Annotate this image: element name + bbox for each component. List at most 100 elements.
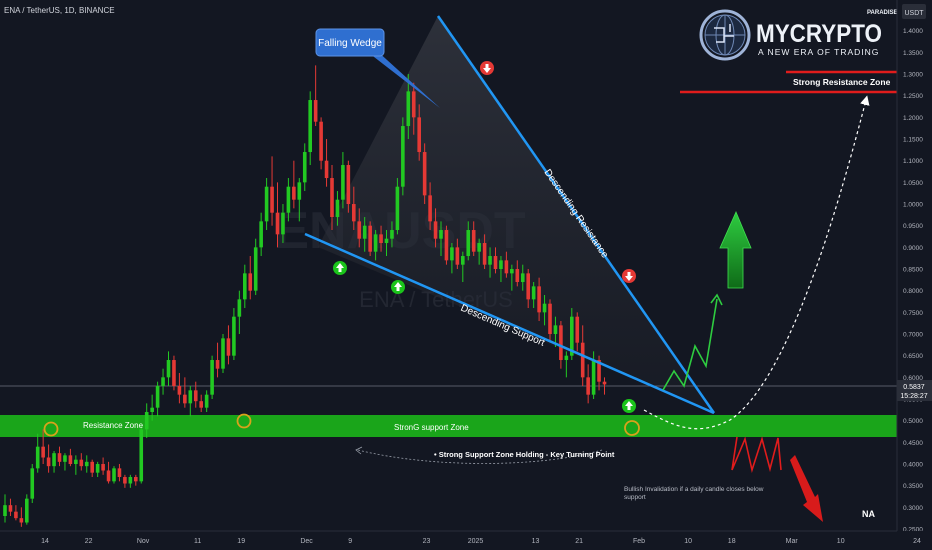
- candle: [422, 143, 427, 205]
- candle-body: [586, 377, 590, 395]
- candle: [270, 156, 274, 226]
- candle: [461, 251, 465, 283]
- candle: [3, 494, 7, 523]
- candle-body: [128, 477, 133, 484]
- candle: [520, 264, 525, 291]
- candle-body: [161, 377, 165, 387]
- time-tick-label: 10: [837, 538, 845, 545]
- price-tick-label: 1.2000: [903, 115, 923, 122]
- candle: [510, 264, 514, 291]
- candle-body: [155, 386, 160, 408]
- currency-badge[interactable]: [902, 4, 926, 19]
- price-tick-label: 0.6000: [903, 375, 923, 382]
- bearish-target-arrow-icon: [790, 455, 823, 522]
- time-tick-label: 18: [728, 538, 736, 545]
- candle-body: [330, 178, 334, 218]
- price-tick-label: 0.9000: [903, 245, 923, 252]
- candle: [477, 238, 481, 265]
- candle-body: [253, 247, 258, 291]
- candle-body: [319, 121, 323, 161]
- candle: [433, 208, 438, 248]
- zone-touch-marker: [43, 421, 59, 437]
- price-tick-label: 0.9500: [903, 223, 923, 230]
- candle-body: [422, 152, 427, 196]
- price-tick-label: 0.2500: [903, 527, 923, 534]
- candle: [221, 334, 225, 374]
- candle-body: [466, 230, 471, 257]
- candle: [193, 381, 198, 408]
- candle: [439, 221, 443, 257]
- candle: [362, 217, 367, 252]
- na-label: NA: [862, 509, 875, 519]
- symbol-header[interactable]: ENA / TetherUS, 1D, BINANCE: [4, 6, 115, 15]
- candle-body: [237, 299, 242, 317]
- candle-body: [3, 505, 7, 517]
- candle-body: [362, 225, 367, 239]
- candle-body: [297, 182, 302, 200]
- candle: [526, 269, 530, 309]
- candle-body: [346, 165, 351, 205]
- price-tick-label: 0.8500: [903, 267, 923, 274]
- candle-body: [183, 394, 187, 404]
- price-axis[interactable]: [897, 0, 932, 550]
- candle-body: [30, 468, 35, 499]
- price-tick-label: 1.4000: [903, 28, 923, 35]
- candle-body: [210, 360, 214, 395]
- candle-body: [41, 446, 45, 458]
- candle: [14, 505, 18, 521]
- candle-body: [390, 230, 394, 239]
- candle: [417, 104, 421, 161]
- price-tick-label: 0.8000: [903, 288, 923, 295]
- price-tick-label: 0.6500: [903, 353, 923, 360]
- price-tick-label: 1.0500: [903, 180, 923, 187]
- candle-body: [526, 273, 530, 300]
- candle: [101, 457, 105, 475]
- time-ticks: 14 22 Nov 11 19 Dec 9 23 2025 13 21 Feb 10 18 Mar 10 24: [41, 538, 921, 545]
- candle: [313, 65, 318, 127]
- candle-body: [68, 455, 73, 465]
- time-tick-label: Feb: [633, 538, 645, 545]
- candle: [253, 238, 258, 296]
- time-tick-label: 19: [237, 538, 245, 545]
- candle: [324, 139, 329, 187]
- candle-body: [570, 316, 574, 356]
- candle-body: [379, 234, 383, 244]
- candle-body: [52, 453, 56, 467]
- candle-body: [471, 230, 476, 252]
- candle: [411, 82, 416, 135]
- candle: [531, 282, 536, 309]
- time-axis[interactable]: [0, 531, 932, 550]
- candle-body: [188, 390, 193, 404]
- candle-body: [553, 325, 558, 335]
- candle: [368, 221, 372, 257]
- candle-body: [90, 461, 94, 473]
- logo-brand: MYCRYPTO: [756, 20, 882, 48]
- resistance-zone-label: Resistance Zone: [83, 421, 144, 430]
- time-tick-label: Mar: [786, 538, 799, 545]
- price-tick-label: 0.3500: [903, 483, 923, 490]
- mycrypto-logo: MYCRYPTO PARADISE A NEW ERA OF TRADING: [699, 9, 898, 61]
- candle-body: [537, 286, 541, 313]
- falling-wedge-pointer: [352, 40, 440, 108]
- candle: [237, 290, 242, 335]
- down-arrow-signal-icon: [622, 269, 636, 283]
- candle: [204, 390, 209, 413]
- candle-body: [559, 325, 563, 361]
- time-tick-label: 21: [575, 538, 583, 545]
- candle: [444, 225, 449, 265]
- candle-body: [384, 238, 389, 244]
- price-tick-label: 1.1000: [903, 158, 923, 165]
- price-tick-label: 1.2500: [903, 93, 923, 100]
- candle: [79, 453, 84, 471]
- time-tick-label: 11: [194, 538, 201, 545]
- candle: [74, 455, 78, 475]
- candle: [226, 325, 231, 365]
- time-tick-label: 14: [41, 538, 49, 545]
- candle: [406, 74, 411, 140]
- candle: [395, 178, 400, 235]
- falling-wedge-area: [318, 16, 714, 413]
- time-tick-label: 23: [423, 538, 431, 545]
- up-arrow-signal-icon: [622, 399, 636, 413]
